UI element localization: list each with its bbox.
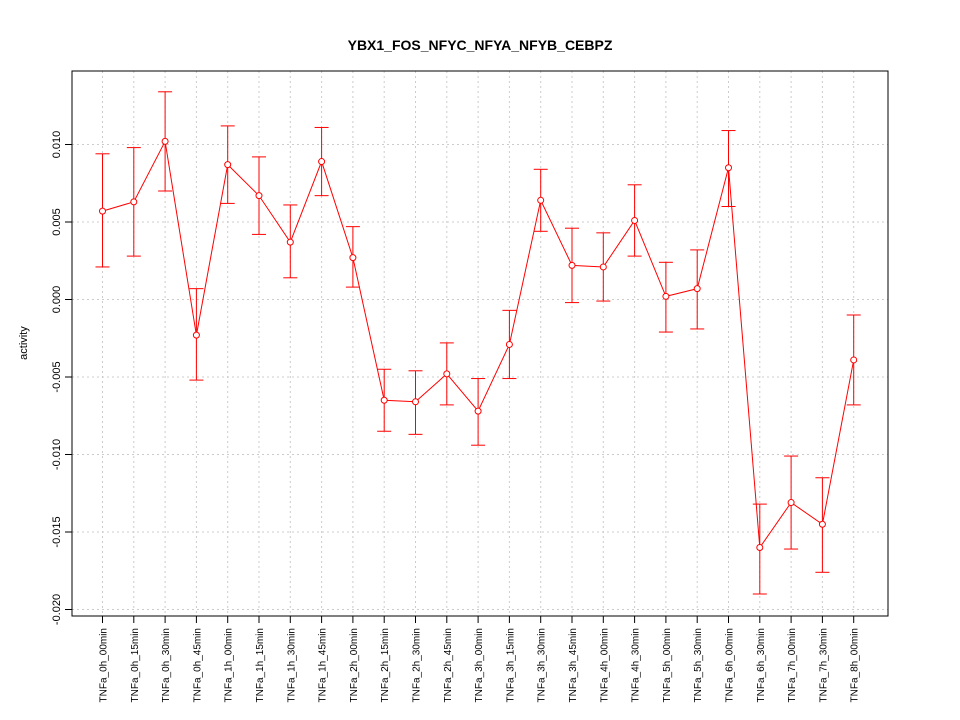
data-point: [818, 520, 826, 528]
x-tick-label: TNFa_1h_45min: [318, 628, 329, 702]
data-point: [161, 137, 169, 145]
data-point: [443, 370, 451, 378]
data-point: [474, 407, 482, 415]
y-tick-label: 0.000: [51, 286, 63, 314]
x-tick-label: TNFa_3h_15min: [505, 628, 516, 702]
data-point: [380, 396, 388, 404]
x-tick-label: TNFa_6h_00min: [725, 628, 736, 702]
data-point: [505, 340, 513, 348]
data-point: [286, 238, 294, 246]
x-tick-label: TNFa_7h_30min: [818, 628, 829, 702]
x-tick-label: TNFa_1h_30min: [286, 628, 297, 702]
axes: -0.020 -0.015 -0.010 -0.005 0.000 0.005 0.010 T…: [51, 131, 861, 703]
x-tick-label: TNFa_5h_00min: [662, 628, 673, 702]
x-tick-label: TNFa_0h_00min: [99, 628, 110, 702]
data-point: [412, 398, 419, 406]
x-tick-label: TNFa_8h_00min: [850, 628, 861, 702]
x-tick-label: TNFa_0h_45min: [192, 628, 203, 702]
x-tick-label: TNFa_3h_00min: [474, 628, 485, 702]
x-tick-label: TNFa_2h_00min: [349, 628, 360, 702]
chart-title: YBX1_FOS_NFYC_NFYA_NFYB_CEBPZ: [348, 37, 613, 53]
x-tick-label: TNFa_6h_30min: [756, 628, 767, 702]
data-point: [631, 216, 639, 224]
x-tick-label: TNFa_4h_30min: [631, 628, 642, 702]
grid: [72, 71, 888, 616]
x-tick-label: TNFa_2h_45min: [443, 628, 454, 702]
data-point: [787, 499, 795, 507]
series: [95, 91, 861, 595]
x-tick-label: TNFa_3h_30min: [537, 628, 548, 702]
x-tick-label: TNFa_1h_15min: [255, 628, 266, 702]
y-tick-label: -0.010: [51, 439, 63, 470]
data-point: [756, 544, 764, 551]
data-point: [693, 285, 701, 293]
data-point: [725, 164, 732, 172]
x-tick-label: TNFa_4h_00min: [599, 628, 610, 702]
y-tick-label: -0.015: [51, 516, 63, 547]
data-point: [99, 207, 106, 215]
x-tick-label: TNFa_0h_30min: [161, 628, 172, 702]
data-point: [255, 192, 263, 200]
y-tick-label: -0.020: [51, 594, 63, 625]
x-tick-label: TNFa_7h_00min: [787, 628, 798, 702]
y-tick-label: -0.005: [51, 361, 63, 392]
y-axis-label: activity: [18, 326, 30, 360]
data-point: [224, 161, 232, 169]
data-point: [130, 198, 138, 206]
data-point: [192, 331, 200, 339]
x-tick-label: TNFa_3h_45min: [568, 628, 579, 702]
data-point: [850, 356, 858, 364]
x-tick-label: TNFa_0h_15min: [130, 628, 141, 702]
data-point: [318, 158, 326, 166]
plot-frame: [71, 70, 889, 617]
data-point: [599, 263, 607, 271]
data-point: [537, 196, 545, 204]
x-tick-label: TNFa_2h_30min: [412, 628, 423, 702]
x-tick-label: TNFa_5h_30min: [693, 628, 704, 702]
y-tick-label: 0.010: [51, 131, 63, 159]
data-point: [568, 261, 576, 269]
data-point: [349, 254, 357, 262]
x-tick-label: TNFa_1h_00min: [224, 628, 235, 702]
data-point: [662, 292, 670, 300]
y-tick-label: 0.005: [51, 208, 63, 236]
x-tick-label: TNFa_2h_15min: [380, 628, 391, 702]
